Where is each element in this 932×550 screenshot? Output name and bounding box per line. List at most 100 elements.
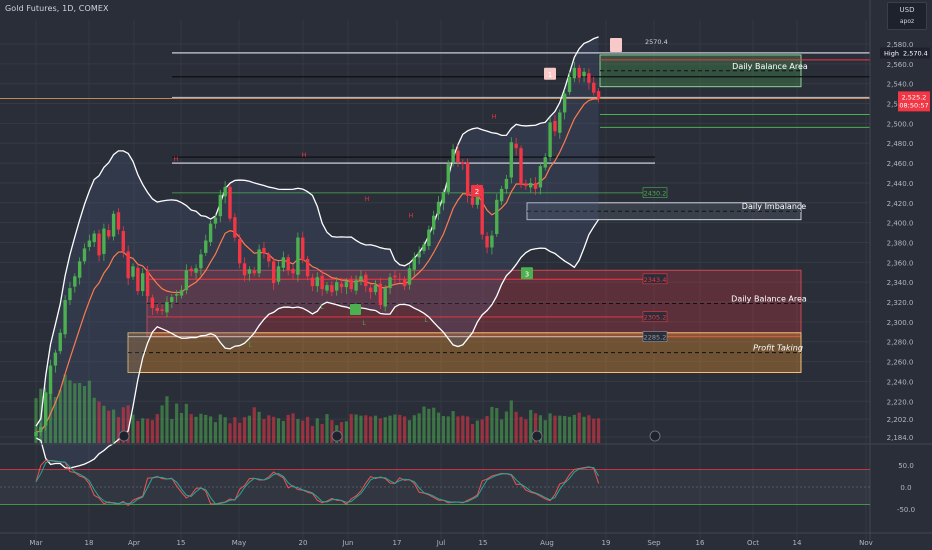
- candle-body: [320, 275, 324, 290]
- volume-bar: [194, 416, 198, 443]
- event-icon: [649, 430, 661, 442]
- candle-body: [102, 228, 106, 254]
- x-tick-label: 15: [479, 539, 488, 547]
- bar-marker-label: 2: [475, 188, 479, 196]
- candle-body: [238, 239, 242, 264]
- volume-bar: [466, 416, 470, 443]
- volume-bar: [107, 410, 111, 443]
- price-tick-label: 2,380.0: [887, 239, 914, 247]
- candle-body: [470, 197, 475, 205]
- volume-bar: [359, 415, 363, 443]
- candle-body: [310, 277, 315, 287]
- candle-body: [577, 67, 581, 78]
- candle-body: [97, 233, 101, 256]
- chart-title: Gold Futures, 1D, COMEX: [5, 4, 109, 13]
- candle-body: [58, 332, 62, 352]
- volume-bar: [446, 416, 450, 443]
- x-tick-label: Sep: [647, 539, 661, 547]
- high-label: High: [884, 50, 899, 58]
- x-tick-label: 17: [393, 539, 402, 547]
- candle-body: [330, 285, 334, 293]
- volume-bar: [116, 417, 121, 443]
- candle-body: [335, 282, 339, 291]
- volume-bar: [320, 424, 324, 443]
- currency-button[interactable]: USD apoz: [887, 2, 927, 30]
- volume-bar: [155, 414, 159, 443]
- volume-bar: [533, 413, 538, 443]
- volume-bar: [543, 420, 547, 443]
- candle-body: [126, 251, 130, 279]
- volume-bar: [121, 407, 125, 443]
- countdown: 08:50:57: [899, 101, 928, 109]
- price-tick-label: 2,320.0: [887, 299, 914, 307]
- volume-bar: [417, 413, 421, 443]
- volume-bar: [218, 414, 222, 443]
- candle-body: [587, 73, 591, 83]
- candle-body: [427, 229, 431, 246]
- candle-body: [150, 297, 155, 308]
- volume-bar: [136, 420, 140, 443]
- candle-body: [204, 240, 208, 253]
- candle-body: [145, 271, 150, 297]
- volume-bar: [504, 411, 509, 443]
- x-tick-label: Aug: [540, 539, 554, 547]
- candle-body: [456, 150, 460, 163]
- candle-body: [281, 257, 286, 268]
- event-icon: [331, 430, 343, 442]
- volume-bar: [97, 401, 101, 443]
- swing-label: H: [409, 213, 414, 220]
- volume-bar: [310, 425, 315, 443]
- candle-body: [402, 279, 407, 287]
- zone-label: Daily Imbalance: [742, 202, 807, 211]
- candle-body: [174, 294, 179, 296]
- candle-body: [233, 217, 237, 238]
- candle-body: [407, 268, 412, 285]
- swing-label: L: [248, 342, 252, 349]
- volume-bar: [383, 417, 387, 443]
- osc-band: [0, 469, 870, 505]
- volume-bar: [82, 386, 87, 443]
- swing-label: H: [302, 152, 307, 159]
- volume-bar: [572, 414, 576, 443]
- candle-body: [461, 162, 465, 165]
- candle-body: [582, 71, 586, 77]
- volume-bar: [398, 414, 402, 443]
- volume-bar: [291, 413, 295, 443]
- volume-bar: [145, 418, 150, 443]
- candle-body: [349, 279, 353, 290]
- candle-body: [44, 392, 48, 426]
- candle-body: [121, 231, 125, 252]
- candle-body: [296, 237, 300, 275]
- volume-bar: [461, 415, 465, 443]
- bar-marker: [610, 38, 622, 52]
- candle-body: [373, 285, 378, 293]
- level-tag-label: 2343.4: [644, 276, 667, 284]
- price-tick-label: 2,500.0: [887, 120, 914, 128]
- candle-body: [262, 247, 266, 254]
- level-tag: [642, 187, 668, 198]
- candle-body: [359, 276, 363, 281]
- swing-label: L: [424, 317, 428, 324]
- candle-body: [398, 278, 402, 280]
- bar-marker: [471, 184, 483, 197]
- candle-body: [529, 182, 533, 188]
- volume-bar: [422, 406, 426, 443]
- price-tag-value: 2,525.2: [902, 93, 927, 101]
- x-tick-label: 14: [793, 539, 802, 547]
- candle-body: [572, 67, 577, 79]
- volume-bar: [262, 419, 266, 443]
- volume-bar: [577, 412, 581, 443]
- candle-body: [446, 164, 450, 192]
- candle-body: [490, 235, 494, 248]
- volume-bar: [213, 422, 218, 443]
- oscillator-signal-line: [35, 459, 600, 505]
- x-tick-label: 16: [696, 539, 705, 547]
- candle-body: [87, 240, 92, 247]
- candle-body: [495, 199, 499, 235]
- candle-body: [92, 233, 96, 242]
- event-icon: [531, 430, 543, 442]
- volume-bar: [272, 416, 276, 443]
- lower-band-line: [35, 219, 600, 469]
- candle-body: [388, 277, 392, 289]
